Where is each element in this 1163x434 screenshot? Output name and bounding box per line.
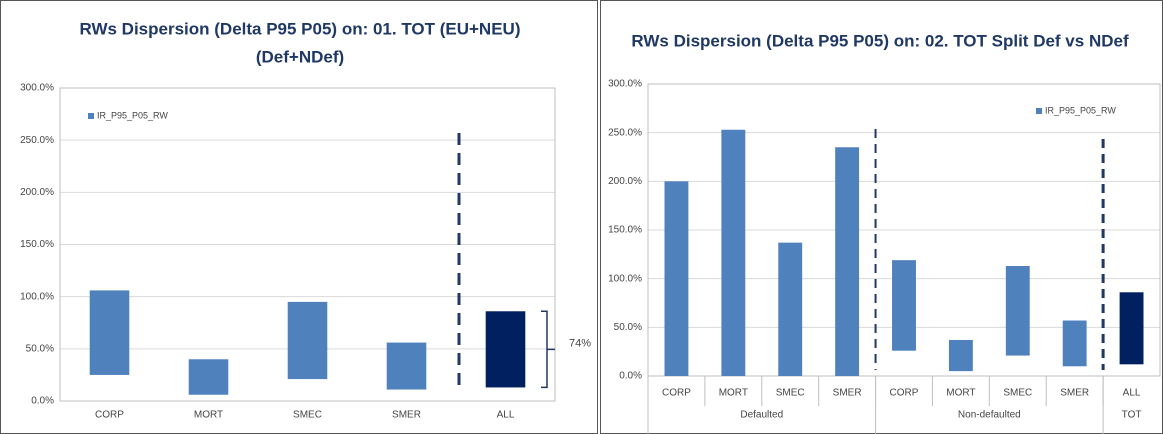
chart-title: (Def+NDef) (256, 47, 344, 66)
chart-title: RWs Dispersion (Delta P95 P05) on: 02. T… (631, 31, 1129, 50)
y-tick-label: 0.0% (31, 396, 54, 407)
bar (485, 311, 526, 388)
bar (1119, 292, 1144, 365)
y-tick-label: 200.0% (608, 176, 642, 187)
x-tick-label: SMEC (293, 410, 322, 421)
x-tick-label: SMEC (776, 388, 805, 399)
y-tick-label: 100.0% (608, 273, 642, 284)
bar (778, 242, 803, 376)
bar (188, 359, 229, 395)
group-label: TOT (1122, 410, 1142, 421)
bar (386, 342, 427, 390)
y-tick-label: 50.0% (26, 343, 54, 354)
bar (287, 301, 328, 380)
x-tick-label: MORT (946, 388, 975, 399)
y-tick-label: 200.0% (20, 187, 54, 198)
bar (835, 147, 860, 376)
plot-frame (59, 87, 556, 402)
y-tick-label: 250.0% (608, 127, 642, 138)
legend-label: IR_P95_P05_RW (97, 110, 168, 120)
x-tick-label: SMER (833, 388, 862, 399)
y-tick-label: 300.0% (20, 83, 54, 94)
bar (89, 290, 130, 375)
legend-swatch (1036, 108, 1042, 114)
y-tick-label: 100.0% (20, 291, 54, 302)
y-tick-label: 150.0% (20, 239, 54, 250)
x-tick-label: SMEC (1003, 388, 1032, 399)
group-label: Non-defaulted (958, 410, 1021, 421)
legend-swatch (88, 113, 94, 119)
x-tick-label: SMER (1060, 388, 1089, 399)
y-tick-label: 150.0% (608, 225, 642, 236)
bar (664, 181, 689, 376)
x-tick-label: CORP (95, 410, 124, 421)
bar (948, 339, 973, 372)
bar (1062, 320, 1087, 367)
y-tick-label: 50.0% (614, 322, 642, 333)
x-tick-label: MORT (194, 410, 223, 421)
annotation: 74% (569, 337, 591, 349)
group-label: Defaulted (740, 410, 783, 421)
bar (892, 260, 916, 351)
plot-frame (647, 83, 1161, 377)
chart-title: RWs Dispersion (Delta P95 P05) on: 01. T… (79, 19, 520, 38)
annotation-brace (541, 310, 555, 389)
legend-label: IR_P95_P05_RW (1045, 105, 1116, 115)
x-tick-label: MORT (719, 388, 748, 399)
x-tick-label: ALL (497, 410, 515, 421)
y-tick-label: 0.0% (619, 371, 642, 382)
x-tick-label: CORP (662, 388, 691, 399)
x-tick-label: SMER (392, 410, 421, 421)
bar (1005, 266, 1030, 356)
bar (721, 129, 746, 376)
y-tick-label: 250.0% (20, 135, 54, 146)
y-tick-label: 300.0% (608, 79, 642, 90)
x-tick-label: ALL (1123, 388, 1141, 399)
x-tick-label: CORP (890, 388, 919, 399)
